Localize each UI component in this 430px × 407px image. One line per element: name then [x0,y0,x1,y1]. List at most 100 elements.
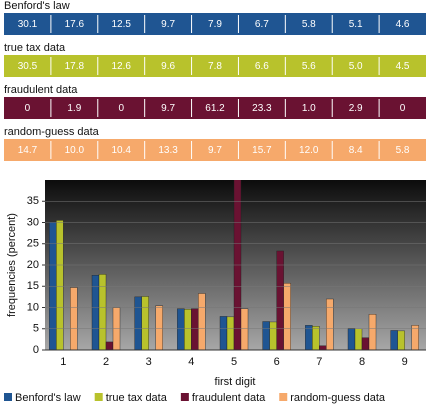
strip-value: 30.1 [18,19,38,30]
bar [347,328,356,350]
x-tick-label: 7 [316,356,322,368]
x-tick-label: 9 [402,356,408,368]
legend-swatch [180,393,189,401]
strip-value: 17.8 [65,61,85,72]
bar [262,321,270,350]
strip-title: true tax data [4,42,66,54]
bar [177,308,185,350]
strip-title: random-guess data [4,126,100,138]
bar [397,330,405,350]
strip-box [4,139,426,161]
strip-value: 0 [400,103,406,114]
bar [98,274,107,350]
legend-label: random-guess data [290,392,386,404]
bar [184,309,192,350]
bar [198,293,206,350]
x-tick-label: 2 [103,356,109,368]
strip-box [4,97,426,119]
bar [269,321,277,350]
bar [105,341,114,350]
y-tick-label: 20 [27,259,39,271]
bar [155,305,163,350]
bar [233,180,242,350]
strip-value: 1.0 [302,103,316,114]
strip-value: 4.5 [396,61,410,72]
x-tick-label: 3 [146,356,152,368]
y-tick-label: 10 [27,301,39,313]
bar [319,345,327,350]
strip-value: 61.2 [205,103,225,114]
strip-value: 30.5 [18,61,38,72]
strip-value: 12.0 [299,145,319,156]
y-axis-label: frequencies (percent) [6,213,18,317]
x-tick-label: 5 [231,356,237,368]
strip-value: 2.9 [349,103,363,114]
legend-swatch [279,393,288,401]
x-tick-label: 6 [274,356,280,368]
strip-box [4,13,426,35]
bar [326,298,334,350]
strip-title: Benford's law [4,0,70,12]
x-axis-label: first digit [215,376,256,388]
strip-value: 5.8 [396,145,410,156]
bar [219,316,228,350]
strip-value: 5.1 [349,19,363,30]
bar [283,283,291,350]
strip-value: 1.9 [67,103,81,114]
legend-label: Benford's law [15,392,81,404]
strip-value: 7.8 [208,61,222,72]
y-tick-label: 35 [27,195,39,207]
x-tick-label: 4 [188,356,194,368]
strip-title: fraudulent data [4,84,78,96]
y-tick-label: 0 [33,344,39,356]
y-tick-label: 15 [27,280,39,292]
bar [276,250,284,350]
legend-swatch [94,393,103,401]
strip-value: 17.6 [65,19,85,30]
strip-value: 23.3 [252,103,272,114]
bar [70,287,78,350]
bar [361,337,370,350]
y-tick-label: 5 [33,323,39,335]
y-tick-label: 25 [27,238,39,250]
strip-value: 10.0 [65,145,85,156]
bar [411,325,419,350]
bar [141,296,149,350]
bar [354,328,363,350]
strip-value: 14.7 [18,145,38,156]
x-tick-label: 1 [60,356,66,368]
bar [56,220,64,350]
strip-box [4,55,426,77]
strip-value: 0 [25,103,31,114]
legend-label: fraudulent data [192,392,266,404]
strip-value: 15.7 [252,145,272,156]
strip-value: 9.6 [161,61,175,72]
legend-label: true tax data [106,392,168,404]
strip-value: 6.7 [255,19,269,30]
strip-value: 12.5 [111,19,131,30]
strip-value: 5.8 [302,19,316,30]
strip-value: 6.6 [255,61,269,72]
bar [226,316,235,350]
bar [368,314,377,350]
strip-value: 4.6 [396,19,410,30]
bar [390,330,398,350]
x-tick-label: 8 [359,356,365,368]
strip-value: 5.0 [349,61,363,72]
strip-value: 12.6 [111,61,131,72]
strip-value: 5.6 [302,61,316,72]
bar [134,296,142,350]
bar [240,308,249,350]
strip-value: 10.4 [111,145,131,156]
strip-value: 0 [118,103,124,114]
strip-value: 9.7 [161,19,175,30]
y-tick-label: 30 [27,216,39,228]
bar [191,308,199,350]
bar [312,326,320,350]
strip-value: 13.3 [158,145,178,156]
strip-value: 7.9 [208,19,222,30]
strip-value: 8.4 [349,145,363,156]
legend-swatch [4,393,12,401]
strip-value: 9.7 [208,145,222,156]
